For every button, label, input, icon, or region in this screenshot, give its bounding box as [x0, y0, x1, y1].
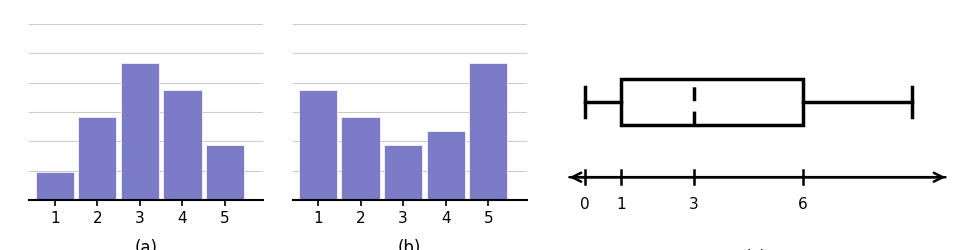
- Bar: [163, 91, 202, 200]
- Bar: [36, 173, 74, 200]
- Text: 1: 1: [616, 196, 626, 212]
- Bar: [206, 145, 244, 200]
- Text: 0: 0: [580, 196, 590, 212]
- Bar: [121, 63, 159, 200]
- Text: (b): (b): [398, 238, 421, 250]
- Bar: [341, 118, 379, 200]
- Bar: [384, 145, 422, 200]
- Text: 6: 6: [798, 196, 807, 212]
- Bar: [469, 63, 507, 200]
- Bar: [621, 80, 802, 125]
- Text: (c): (c): [745, 248, 766, 250]
- Bar: [78, 118, 116, 200]
- Bar: [299, 91, 337, 200]
- Text: (a): (a): [135, 238, 158, 250]
- Text: 3: 3: [689, 196, 699, 212]
- Bar: [426, 132, 465, 200]
